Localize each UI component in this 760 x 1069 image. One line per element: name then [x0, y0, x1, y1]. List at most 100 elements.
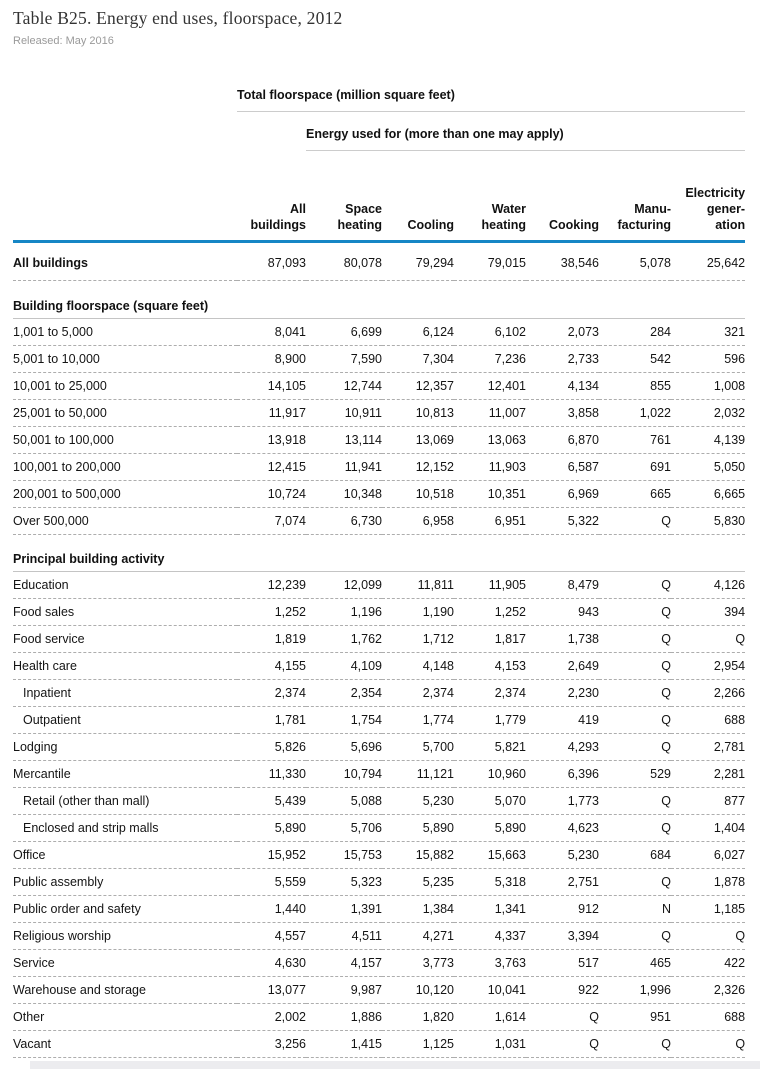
data-cell: Q	[599, 706, 671, 734]
data-cell: 4,623	[526, 814, 599, 842]
data-cell: 1,878	[671, 868, 746, 896]
data-cell: 5,235	[382, 868, 454, 896]
data-cell: 542	[599, 345, 671, 373]
row-label: Public order and safety	[13, 895, 237, 923]
data-cell: 4,630	[237, 949, 306, 977]
data-cell: 12,239	[237, 571, 306, 599]
row-label: 200,001 to 500,000	[13, 480, 237, 508]
data-cell: Q	[599, 652, 671, 680]
row-label: 100,001 to 200,000	[13, 453, 237, 481]
section-header: Principal building activity	[13, 546, 746, 572]
data-cell: 6,665	[671, 480, 746, 508]
data-cell: 2,230	[526, 679, 599, 707]
table-row: Other 2,002 1,886 1,820 1,614 Q 951 688	[13, 1003, 746, 1031]
table-row: Service 4,630 4,157 3,773 3,763 517 465 422	[13, 949, 746, 977]
data-cell: 1,996	[599, 976, 671, 1004]
data-cell: 2,281	[671, 760, 746, 788]
data-cell: 1,196	[306, 598, 382, 626]
data-cell: Q	[599, 922, 671, 950]
data-cell: Q	[599, 679, 671, 707]
horizontal-scrollbar[interactable]	[30, 1061, 760, 1069]
row-label: Other	[13, 1003, 237, 1031]
data-cell: 596	[671, 345, 746, 373]
data-cell: 3,773	[382, 949, 454, 977]
row-label: All buildings	[13, 241, 237, 281]
data-cell: 5,890	[382, 814, 454, 842]
data-cell: 1,712	[382, 625, 454, 653]
data-cell: 2,954	[671, 652, 746, 680]
row-label: Office	[13, 841, 237, 869]
table-row: Food service 1,819 1,762 1,712 1,817 1,738 Q Q	[13, 625, 746, 653]
data-cell: 11,330	[237, 760, 306, 788]
column-header: Water heating	[454, 150, 526, 243]
page-title: Table B25. Energy end uses, floorspace, …	[13, 8, 343, 28]
data-cell: 691	[599, 453, 671, 481]
data-cell: Q	[599, 507, 671, 535]
data-cell: 9,987	[306, 976, 382, 1004]
row-label: Vacant	[13, 1030, 237, 1058]
table-row: Public order and safety 1,440 1,391 1,384 1,…	[13, 895, 746, 923]
table-row: Over 500,000 7,074 6,730 6,958 6,951 5,322 Q 5,…	[13, 507, 746, 535]
table-row: Office 15,952 15,753 15,882 15,663 5,230 684 6,…	[13, 841, 746, 869]
data-cell: 10,120	[382, 976, 454, 1004]
data-cell: 13,114	[306, 426, 382, 454]
row-label-column-header	[13, 150, 237, 243]
data-cell: 1,341	[454, 895, 526, 923]
data-cell: 4,293	[526, 733, 599, 761]
data-cell: 1,779	[454, 706, 526, 734]
row-label: Religious worship	[13, 922, 237, 950]
data-cell: 1,031	[454, 1030, 526, 1058]
table-row: 1,001 to 5,000 8,041 6,699 6,124 6,102 2,073 2…	[13, 318, 746, 346]
released-date: Released: May 2016	[13, 35, 114, 47]
data-cell: 11,905	[454, 571, 526, 599]
data-cell: 684	[599, 841, 671, 869]
group-header-spacer	[13, 88, 237, 112]
data-cell: Q	[599, 625, 671, 653]
group-header-spacer	[13, 112, 306, 151]
data-cell: 12,401	[454, 372, 526, 400]
data-cell: 3,858	[526, 399, 599, 427]
group-header-row-floorspace: Total floorspace (million square feet)	[13, 88, 746, 112]
data-cell: 79,015	[454, 241, 526, 281]
data-cell: 761	[599, 426, 671, 454]
table-row: Enclosed and strip malls 5,890 5,706 5,890 5…	[13, 814, 746, 842]
column-header: Manu- facturing	[599, 150, 671, 243]
data-cell: 2,266	[671, 679, 746, 707]
row-label: Food service	[13, 625, 237, 653]
data-cell: Q	[671, 625, 746, 653]
data-cell: 3,256	[237, 1030, 306, 1058]
data-cell: 1,738	[526, 625, 599, 653]
data-cell: 321	[671, 318, 746, 346]
data-cell: 12,099	[306, 571, 382, 599]
data-cell: 5,050	[671, 453, 746, 481]
data-cell: 4,271	[382, 922, 454, 950]
data-cell: 5,821	[454, 733, 526, 761]
data-cell: 6,587	[526, 453, 599, 481]
data-cell: 922	[526, 976, 599, 1004]
data-cell: 4,153	[454, 652, 526, 680]
data-cell: 5,696	[306, 733, 382, 761]
data-cell: 11,811	[382, 571, 454, 599]
data-cell: 2,374	[454, 679, 526, 707]
section-spacer	[13, 281, 745, 293]
data-cell: 1,125	[382, 1030, 454, 1058]
data-cell: 4,109	[306, 652, 382, 680]
column-header: All buildings	[237, 150, 306, 243]
data-cell: 1,252	[454, 598, 526, 626]
row-label: Over 500,000	[13, 507, 237, 535]
row-label: Public assembly	[13, 868, 237, 896]
data-cell: 5,318	[454, 868, 526, 896]
data-cell: 5,078	[599, 241, 671, 281]
data-cell: Q	[599, 868, 671, 896]
data-cell: 6,102	[454, 318, 526, 346]
group-header-total-floorspace: Total floorspace (million square feet)	[237, 88, 746, 112]
data-cell: 4,155	[237, 652, 306, 680]
data-cell: 5,322	[526, 507, 599, 535]
data-cell: 87,093	[237, 241, 306, 281]
row-label: 5,001 to 10,000	[13, 345, 237, 373]
data-cell: 11,903	[454, 453, 526, 481]
data-cell: Q	[671, 1030, 746, 1058]
data-cell: 8,900	[237, 345, 306, 373]
data-cell: 4,148	[382, 652, 454, 680]
table-body: All buildings 87,093 80,078 79,294 79,015 38,…	[13, 241, 746, 1058]
